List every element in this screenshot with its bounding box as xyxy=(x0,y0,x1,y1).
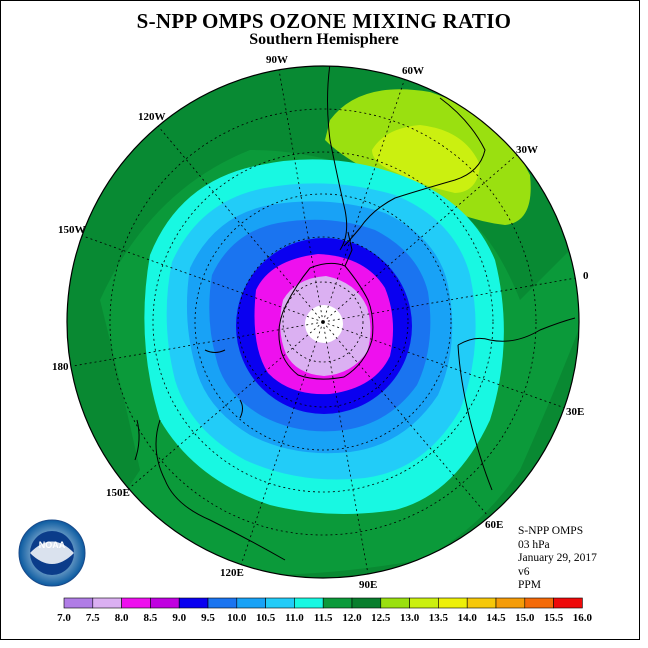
lon-label: 150E xyxy=(106,487,130,499)
colorbar-swatch xyxy=(380,597,410,609)
colorbar: 7.0 7.5 8.0 8.5 9.0 9.5 10.0 10.5 11.0 11.5 12.0 12… xyxy=(57,597,593,624)
antarctic-peninsula xyxy=(344,231,353,267)
colorbar-swatch xyxy=(265,597,295,609)
figure-frame xyxy=(0,0,640,640)
map-boundary xyxy=(66,65,580,579)
ross-coast xyxy=(204,349,226,353)
colorbar-tick-label: 16.0 xyxy=(573,612,593,624)
colorbar-tick-label: 11.0 xyxy=(285,612,304,624)
lon-label: 180 xyxy=(52,361,69,373)
colorbar-tick-label: 12.5 xyxy=(371,612,391,624)
colorbar-tick-label: 11.5 xyxy=(314,612,333,624)
colorbar-swatch xyxy=(466,597,497,609)
info-instrument: S-NPP OMPS xyxy=(518,525,584,537)
lon-label: 90E xyxy=(359,579,377,591)
ozone-field xyxy=(67,66,579,578)
colorbar-tick-label: 13.5 xyxy=(429,612,449,624)
logo-bird xyxy=(30,541,74,564)
polar-gap xyxy=(305,305,343,343)
colorbar-tick-label: 12.0 xyxy=(342,612,362,624)
colorbar-swatch xyxy=(150,597,180,609)
colorbar-tick-label: 14.0 xyxy=(458,612,478,624)
colorbar-tick-label: 15.5 xyxy=(544,612,564,624)
lon-label: 150W xyxy=(58,224,86,236)
info-date: January 29, 2017 xyxy=(518,552,597,565)
info-block: S-NPP OMPS 03 hPa January 29, 2017 v6 PP… xyxy=(518,525,597,593)
south-america-west xyxy=(327,66,348,251)
colorbar-swatch xyxy=(92,597,122,609)
band-13-0 xyxy=(372,125,480,193)
colorbar-tick-label: 15.0 xyxy=(515,612,535,624)
colorbar-swatch xyxy=(438,597,468,609)
colorbar-swatch xyxy=(495,597,526,609)
lon-label: 0 xyxy=(583,270,589,282)
tasmania-coast xyxy=(239,399,243,419)
africa-east-coast xyxy=(457,344,493,491)
south-america-east xyxy=(343,97,486,247)
lon-label: 60E xyxy=(485,519,503,531)
colorbar-swatch xyxy=(409,597,439,609)
graticule xyxy=(72,69,577,575)
coastlines xyxy=(134,66,576,561)
colorbar-tick-label: 10.5 xyxy=(256,612,276,624)
colorbar-tick-label: 10.0 xyxy=(227,612,247,624)
new-zealand-coast xyxy=(134,419,140,461)
colorbar-swatch xyxy=(121,597,151,609)
colorbar-swatch xyxy=(294,597,324,609)
colorbar-swatch xyxy=(524,597,554,609)
colorbar-swatch xyxy=(322,597,353,609)
colorbar-tick-label: 8.0 xyxy=(115,612,129,624)
africa-south-coast xyxy=(457,317,576,346)
colorbar-swatch xyxy=(178,597,209,609)
info-version: v6 xyxy=(518,565,530,578)
lon-label: 90W xyxy=(266,54,288,66)
australia-coast xyxy=(155,419,286,561)
map-subtitle: Southern Hemisphere xyxy=(249,31,399,48)
colorbar-swatch xyxy=(351,597,382,609)
colorbar-swatch xyxy=(207,597,238,609)
colorbar-tick-label: 7.5 xyxy=(86,612,100,624)
colorbar-tick-label: 7.0 xyxy=(57,612,71,624)
lon-label: 60W xyxy=(402,65,424,77)
lon-label: 120E xyxy=(220,567,244,579)
antarctica-coast xyxy=(278,262,374,380)
colorbar-swatch xyxy=(236,597,266,609)
lon-label: 120W xyxy=(138,111,166,123)
colorbar-tick-label: 13.0 xyxy=(400,612,420,624)
colorbar-tick-label: 9.5 xyxy=(201,612,215,624)
colorbar-tick-label: 9.0 xyxy=(172,612,186,624)
info-units: PPM xyxy=(518,579,542,592)
map-title: S-NPP OMPS OZONE MIXING RATIO xyxy=(136,9,512,33)
longitude-labels: 90W 60W 30W 0 30E 60E 90E 120E 150E 180 … xyxy=(52,54,589,591)
colorbar-swatch xyxy=(553,597,583,609)
lon-label: 30E xyxy=(566,406,584,418)
colorbar-tick-label: 14.5 xyxy=(486,612,506,624)
noaa-logo: NOAA xyxy=(18,519,86,587)
info-level: 03 hPa xyxy=(518,538,550,551)
lon-label: 30W xyxy=(516,144,538,156)
colorbar-swatch xyxy=(63,597,94,609)
logo-text: NOAA xyxy=(39,540,66,550)
colorbar-tick-label: 8.5 xyxy=(144,612,158,624)
